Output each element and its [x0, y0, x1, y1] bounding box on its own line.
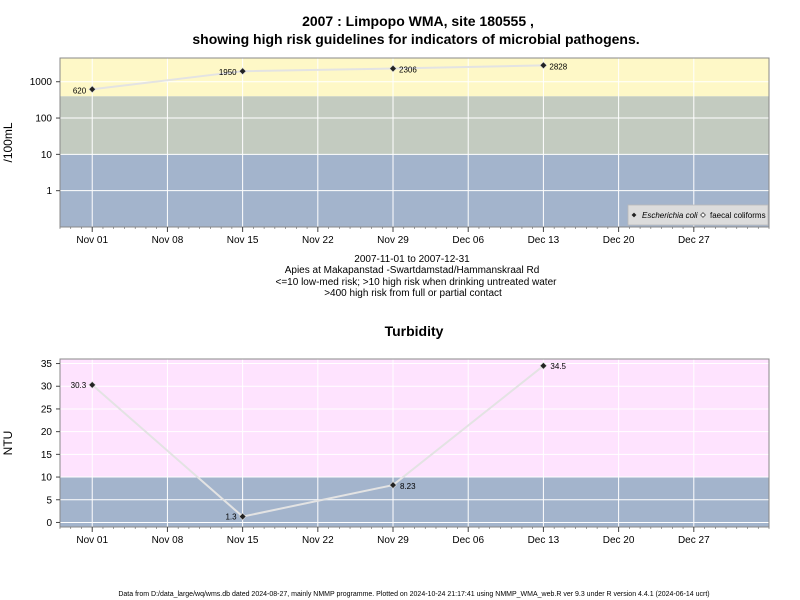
x-tick-label: Nov 01	[76, 535, 108, 546]
data-label: 34.5	[550, 362, 566, 371]
ecoli-panel: 1 10 100 1000 Nov 01 Nov 08 Nov 15 Nov 22 Nov 29…	[1, 57, 770, 246]
x-tick-label: Dec 27	[678, 235, 710, 246]
data-point	[238, 512, 247, 521]
x-tick-label: Nov 22	[302, 235, 334, 246]
y-tick-label: 35	[41, 359, 53, 370]
y-tick-label: 30	[41, 382, 53, 393]
data-point	[539, 61, 548, 70]
data-label: 8.23	[400, 482, 416, 491]
series-line	[92, 64, 544, 91]
data-label: 2828	[549, 62, 567, 71]
y-tick-label: 25	[41, 404, 53, 415]
x-tick-label: Dec 20	[603, 235, 635, 246]
legend-label-faecal: faecal coliforms	[710, 211, 766, 220]
date-range-note: 2007-11-01 to 2007-12-31	[354, 254, 470, 265]
x-tick-label: Dec 13	[528, 235, 560, 246]
contact-risk-note: >400 high risk from full or partial cont…	[324, 288, 502, 299]
y-tick-label: 10	[41, 473, 53, 484]
legend-marker-ecoli	[631, 212, 637, 218]
y-tick-label: 1	[46, 186, 52, 197]
turbidity-panel: 0 5 10 15 20 25 30 35 Nov 01 Nov 08 Nov 15 Nov 22 No…	[1, 358, 770, 546]
x-tick-label: Nov 15	[227, 535, 259, 546]
x-tick-label: Dec 06	[452, 535, 484, 546]
data-label: 1950	[219, 68, 237, 77]
turbidity-title: Turbidity	[385, 323, 444, 339]
y-axis-label: /100mL	[1, 122, 15, 162]
x-tick-label: Nov 29	[377, 535, 409, 546]
y-tick-label: 0	[46, 518, 52, 529]
x-tick-label: Nov 15	[227, 235, 259, 246]
series-line	[91, 365, 545, 518]
risk-band	[60, 58, 769, 97]
data-point	[88, 381, 97, 389]
x-tick-label: Nov 08	[152, 535, 184, 546]
x-tick-label: Dec 20	[603, 535, 635, 546]
risk-band	[60, 96, 769, 155]
footer-note: Data from D:/data_large/wq/wms.db dated …	[118, 591, 709, 598]
x-tick-label: Nov 22	[302, 535, 334, 546]
data-label: 30.3	[71, 381, 87, 390]
x-tick-label: Nov 01	[76, 235, 108, 246]
y-tick-label: 10	[41, 150, 53, 161]
legend-box	[627, 204, 769, 226]
data-point	[389, 64, 397, 73]
chart-title: 2007 : Limpopo WMA, site 180555 ,	[302, 13, 534, 29]
y-tick-label: 20	[41, 427, 53, 438]
y-tick-label: 15	[41, 450, 53, 461]
risk-band	[60, 359, 769, 478]
y-tick-label: 100	[35, 114, 52, 125]
risk-band	[60, 477, 769, 527]
x-tick-label: Nov 29	[377, 235, 409, 246]
legend-label-ecoli: Escherichia coli	[642, 211, 698, 220]
data-point	[88, 85, 97, 94]
x-tick-label: Nov 08	[152, 235, 184, 246]
chart-subtitle: showing high risk guidelines for indicat…	[192, 31, 639, 47]
data-label: 620	[73, 86, 87, 95]
y-tick-label: 1000	[30, 77, 53, 88]
x-tick-label: Dec 27	[678, 535, 710, 546]
data-label: 1.3	[225, 513, 237, 522]
legend: Escherichia coli faecal coliforms	[627, 204, 769, 226]
x-tick-label: Dec 06	[452, 235, 484, 246]
data-point	[389, 481, 397, 489]
data-point	[238, 67, 247, 76]
data-label: 2306	[399, 66, 417, 75]
data-point	[539, 361, 548, 370]
y-axis-label: NTU	[1, 431, 15, 456]
legend-marker-faecal	[700, 212, 706, 218]
y-tick-label: 5	[46, 495, 52, 506]
x-tick-label: Dec 13	[528, 535, 560, 546]
drinking-risk-note: <=10 low-med risk; >10 high risk when dr…	[276, 277, 558, 288]
site-location-note: Apies at Makapanstad -Swartdamstad/Hamma…	[285, 265, 540, 276]
